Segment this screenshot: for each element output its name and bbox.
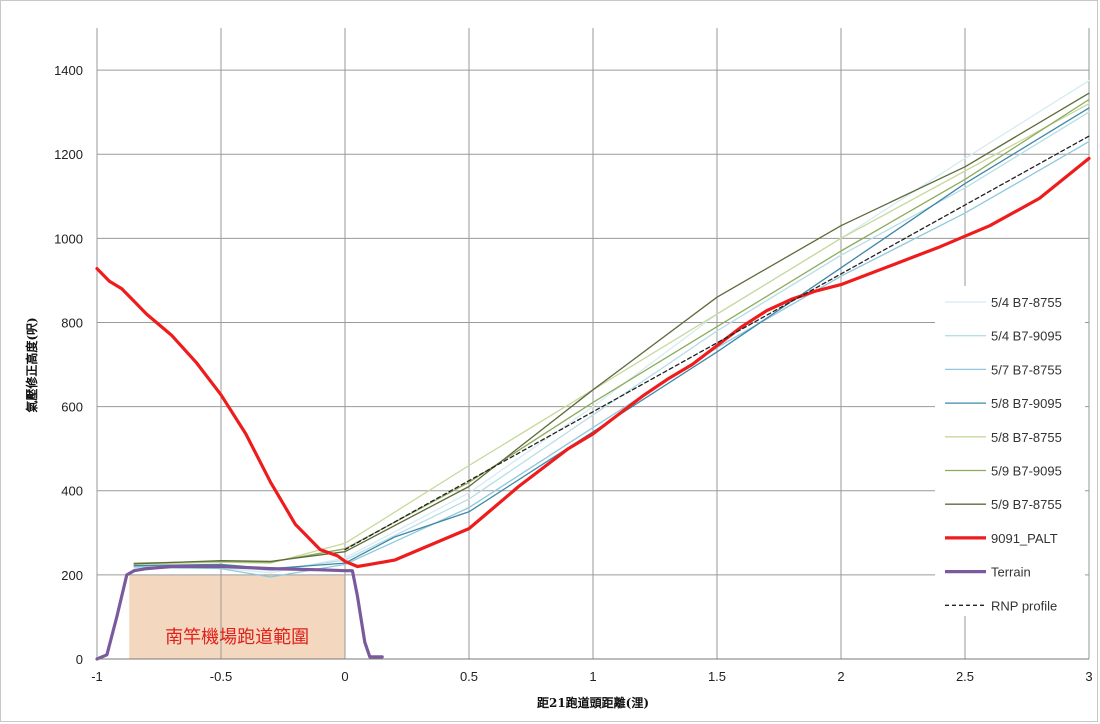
axes: -1 -0.5 0 0.5 1 1.5 2 2.5 3 0 200 400 600 800 1000 1200… [54, 63, 1093, 684]
series-line-terrain [95, 564, 384, 661]
x-tick-label: -0.5 [210, 669, 232, 684]
legend-box [935, 286, 1085, 616]
x-tick-label: -1 [91, 669, 103, 684]
x-tick-label: 3 [1085, 669, 1092, 684]
legend-label: Terrain [991, 565, 1031, 580]
y-tick-label: 0 [76, 652, 83, 667]
runway-region [129, 574, 345, 659]
runway-region-label: 南竿機場跑道範圍 [165, 627, 309, 648]
series-lines [95, 79, 1091, 661]
series-line-5-9-b7-9095 [133, 98, 1090, 564]
x-tick-label: 2.5 [956, 669, 974, 684]
runway-region-fill [129, 574, 345, 659]
legend-label: 5/9 B7-9095 [991, 464, 1062, 479]
y-tick-label: 600 [61, 400, 83, 415]
series-line-5-7-b7-8755 [133, 140, 1090, 578]
legend-label: 5/8 B7-9095 [991, 396, 1062, 411]
legend-label: 9091_PALT [991, 531, 1058, 546]
series-line-rnp-profile [344, 135, 1090, 551]
series-line-5-9-b7-8755 [133, 92, 1090, 565]
x-tick-label: 0 [341, 669, 348, 684]
series-line-5-8-b7-8755 [133, 103, 1090, 566]
legend-label: RNP profile [991, 598, 1057, 613]
y-tick-label: 200 [61, 568, 83, 583]
y-axis-title: 氣壓修正高度(呎) [24, 317, 39, 412]
y-tick-label: 1000 [54, 231, 83, 246]
x-axis-title: 距21跑道頭距離(浬) [537, 695, 649, 710]
y-tick-label: 1200 [54, 147, 83, 162]
legend: 5/4 B7-8755 5/4 B7-9095 5/7 B7-8755 5/8 B7-… [935, 286, 1085, 616]
series-line-5-4-b7-8755 [133, 79, 1090, 574]
x-tick-label: 0.5 [460, 669, 478, 684]
y-tick-label: 1400 [54, 63, 83, 78]
legend-label: 5/4 B7-8755 [991, 295, 1062, 310]
legend-label: 5/9 B7-8755 [991, 497, 1062, 512]
x-tick-label: 2 [837, 669, 844, 684]
x-tick-label: 1.5 [708, 669, 726, 684]
x-tick-label: 1 [589, 669, 596, 684]
legend-label: 5/8 B7-8755 [991, 430, 1062, 445]
legend-label: 5/4 B7-9095 [991, 329, 1062, 344]
y-tick-label: 800 [61, 315, 83, 330]
y-tick-label: 400 [61, 484, 83, 499]
legend-label: 5/7 B7-8755 [991, 362, 1062, 377]
